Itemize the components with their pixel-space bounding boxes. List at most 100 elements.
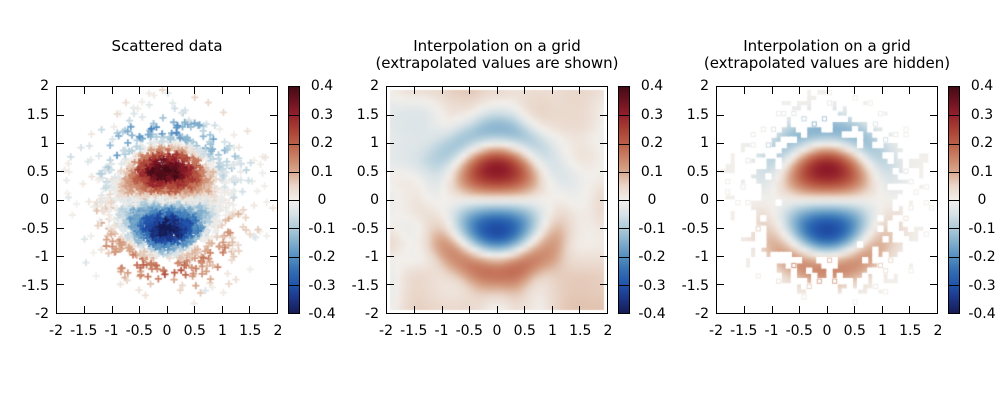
x-tick-label: 0 — [492, 323, 502, 339]
y-tick-label: 1.5 — [686, 106, 709, 123]
axis-tick-mark — [496, 306, 498, 313]
axis-tick-mark — [249, 306, 250, 313]
colorbar-tick-label: 0.3 — [970, 106, 994, 123]
axis-tick-mark — [600, 114, 607, 116]
colorbar-tick-mark — [949, 200, 959, 201]
x-tick-label: -1.5 — [70, 323, 98, 339]
axis-tick-mark — [600, 171, 607, 173]
x-tick-label: 2 — [273, 323, 283, 339]
colorbar-tick-label: -0.1 — [308, 220, 336, 237]
axis-tick-mark — [826, 87, 828, 94]
colorbar-tick-label: 0.1 — [310, 163, 334, 180]
colorbar-tick-label: 0 — [317, 192, 327, 208]
axis-tick-mark — [930, 284, 937, 286]
y-tick-label: 1 — [700, 135, 709, 151]
y-tick-label: 1.5 — [356, 106, 379, 123]
axis-tick-mark — [414, 306, 415, 313]
colorbar-tick-label: 0.4 — [640, 78, 664, 94]
x-tick-label: 0.5 — [183, 323, 206, 339]
colorbar-tick-label: 0.2 — [640, 135, 664, 151]
axis-tick-mark — [441, 87, 443, 94]
y-tick-label: -2 — [35, 306, 49, 322]
x-tick-label: 1 — [878, 323, 887, 339]
axis-tick-mark — [270, 284, 277, 286]
colorbar-tick-mark — [619, 143, 629, 145]
axis-tick-mark — [579, 87, 580, 94]
axis-tick-mark — [600, 143, 607, 144]
axis-tick-mark — [909, 306, 910, 313]
colorbar — [618, 86, 630, 314]
axis-tick-mark — [270, 114, 277, 116]
axis-tick-mark — [57, 199, 64, 201]
y-tick-label: 0 — [700, 192, 709, 208]
axis-tick-mark — [909, 87, 910, 94]
axis-tick-mark — [600, 227, 607, 229]
axis-tick-mark — [166, 306, 168, 313]
axis-tick-mark — [930, 114, 937, 116]
colorbar-tick-mark — [949, 284, 959, 286]
axis-tick-mark — [270, 227, 277, 229]
axis-tick-mark — [799, 306, 800, 313]
colorbar — [948, 86, 960, 314]
x-tick-label: -0.5 — [785, 323, 813, 339]
axis-tick-mark — [881, 306, 883, 313]
axis-tick-mark — [717, 256, 724, 257]
panel-interpolation-hidden: Interpolation on a grid (extrapolated va… — [682, 0, 1000, 400]
x-tick-label: -2 — [379, 323, 393, 339]
axis-tick-mark — [57, 256, 64, 257]
axis-tick-mark — [717, 143, 724, 144]
axis-tick-mark — [717, 171, 724, 173]
colorbar-tick-label: 0.2 — [970, 135, 994, 151]
axis-tick-mark — [717, 227, 724, 229]
axis-tick-mark — [930, 256, 937, 257]
colorbar-tick-label: 0.2 — [310, 135, 334, 151]
axis-tick-mark — [600, 256, 607, 257]
x-tick-label: -1 — [104, 323, 119, 339]
y-tick-label: -1.5 — [351, 277, 379, 294]
axis-tick-mark — [139, 87, 140, 94]
x-tick-label: -1.5 — [730, 323, 758, 339]
y-tick-label: -1.5 — [681, 277, 709, 294]
y-tick-label: 1 — [370, 135, 379, 151]
x-tick-label: 1 — [218, 323, 227, 339]
axis-tick-mark — [854, 306, 855, 313]
axis-tick-mark — [387, 199, 394, 201]
x-tick-label: 0.5 — [843, 323, 866, 339]
axis-tick-mark — [387, 143, 394, 144]
colorbar-tick-label: -0.4 — [308, 306, 336, 322]
x-tick-label: 0.5 — [513, 323, 536, 339]
panel-interpolation-shown: Interpolation on a grid (extrapolated va… — [352, 0, 686, 400]
axis-tick-mark — [469, 306, 470, 313]
y-tick-label: 2 — [370, 78, 379, 94]
colorbar-tick-label: 0.3 — [640, 106, 664, 123]
x-tick-label: -2 — [709, 323, 723, 339]
axis-tick-mark — [854, 87, 855, 94]
plot-area — [716, 86, 938, 314]
axis-tick-mark — [387, 284, 394, 286]
axis-tick-mark — [744, 306, 745, 313]
y-tick-label: -0.5 — [21, 220, 49, 237]
colorbar-tick-mark — [289, 228, 299, 230]
colorbar-tick-mark — [289, 200, 299, 201]
panel-title-line1: Interpolation on a grid — [743, 37, 911, 55]
colorbar-tick-mark — [619, 256, 629, 258]
axis-tick-mark — [930, 171, 937, 173]
colorbar-tick-label: -0.1 — [968, 220, 996, 237]
y-tick-label: -0.5 — [351, 220, 379, 237]
colorbar-tick-mark — [949, 115, 959, 117]
axis-tick-mark — [84, 306, 85, 313]
masked-grid-canvas — [717, 87, 937, 313]
y-tick-label: 2 — [40, 78, 49, 94]
colorbar-tick-label: 0.4 — [970, 78, 994, 94]
colorbar-tick-mark — [949, 256, 959, 258]
colorbar-tick-label: 0.1 — [640, 163, 664, 180]
colorbar-tick-label: -0.2 — [638, 249, 666, 265]
axis-tick-mark — [57, 227, 64, 229]
x-tick-label: 2 — [603, 323, 613, 339]
axis-tick-mark — [387, 114, 394, 116]
colorbar-tick-mark — [289, 143, 299, 145]
colorbar-tick-mark — [619, 200, 629, 201]
colorbar — [288, 86, 300, 314]
colorbar-tick-label: 0.3 — [310, 106, 334, 123]
x-tick-label: 1.5 — [899, 323, 922, 339]
